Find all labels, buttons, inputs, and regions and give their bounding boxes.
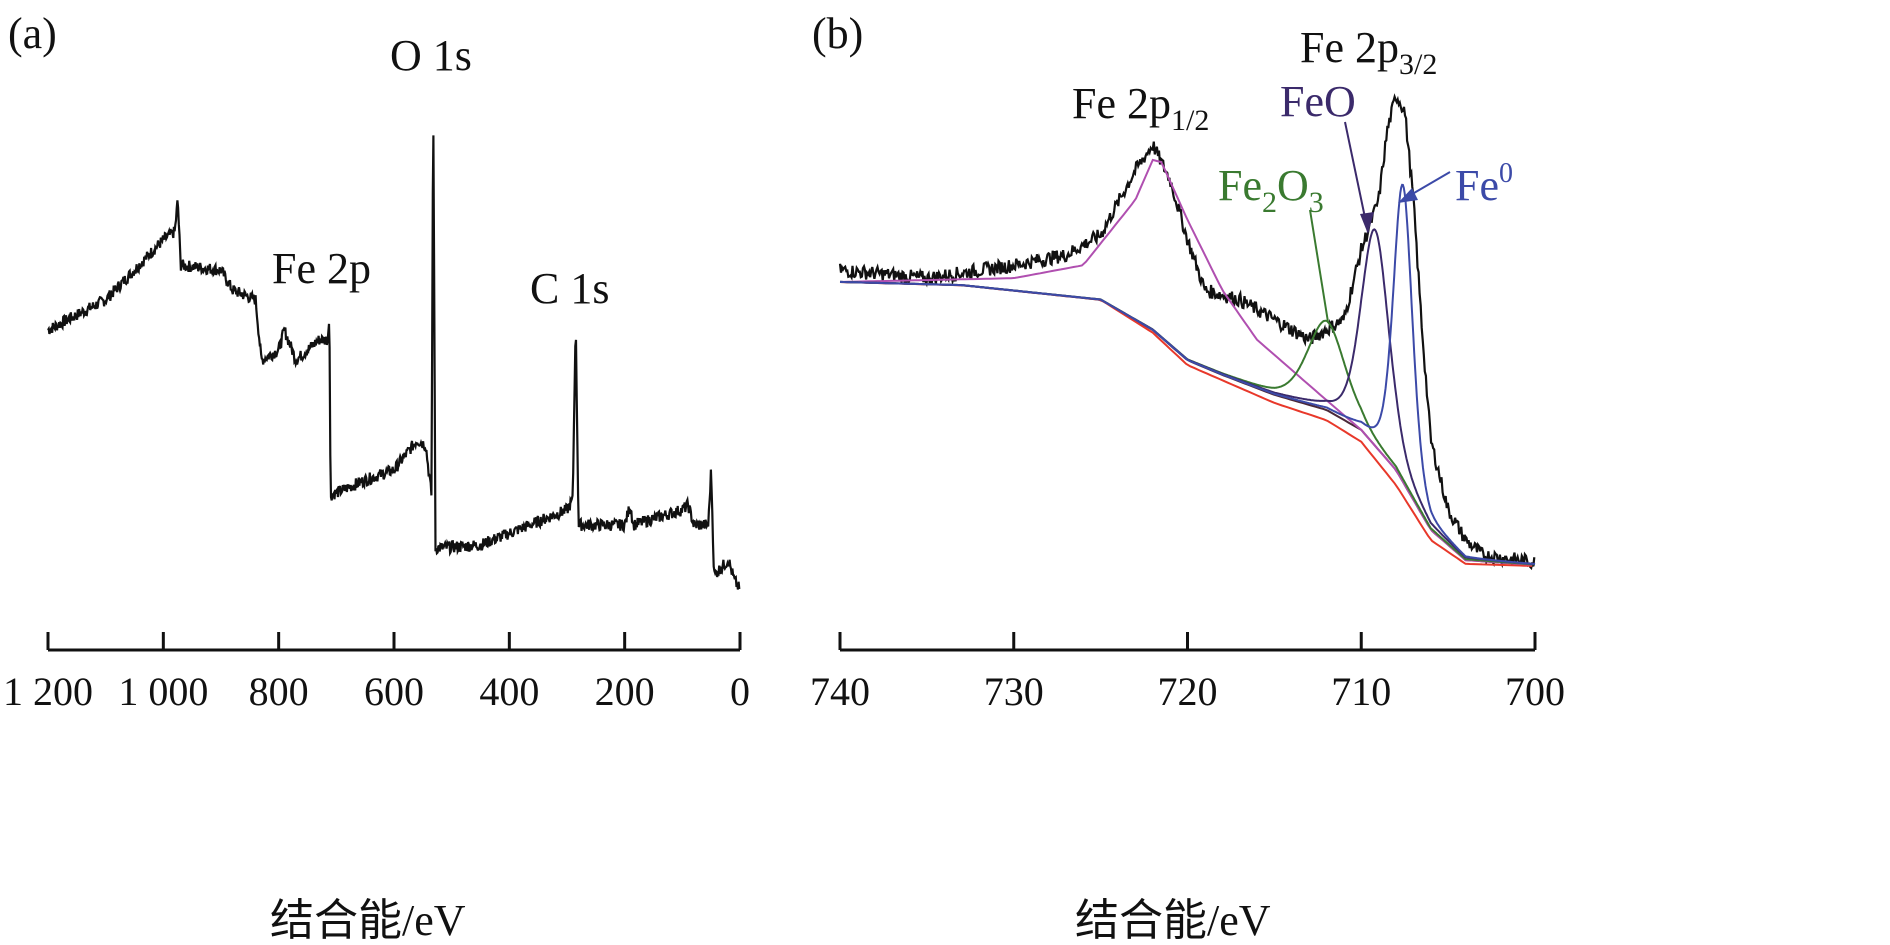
panel-b: (b) 740 730 720 710 700 Fe 2p1/2 Fe 2p3/2 Fe… (810, 9, 1565, 945)
annotation-fe2p: Fe 2p (272, 244, 371, 293)
annotation-o1s: O 1s (390, 31, 472, 80)
panel-a: (a) 1 200 1 000 800 600 400 200 0 O 1s Fe 2p C… (3, 9, 750, 945)
annotation-fe2p32: Fe 2p3/2 (1300, 23, 1437, 81)
x-tick-label: 400 (479, 669, 539, 714)
x-tick-label: 1 000 (118, 669, 208, 714)
x-tick-label: 0 (730, 669, 750, 714)
x-tick-label: 730 (984, 669, 1044, 714)
annotation-feo: FeO (1280, 77, 1356, 126)
panel-a-x-label: 结合能/eV (270, 896, 466, 945)
panel-b-label: (b) (812, 9, 863, 58)
arrowhead-feo (1360, 212, 1374, 234)
annotation-fe2p12: Fe 2p1/2 (1072, 79, 1209, 137)
annotation-fe0: Fe0 (1455, 158, 1513, 210)
x-tick-label: 600 (364, 669, 424, 714)
component-fe0 (840, 183, 1536, 566)
annotation-fe2o3: Fe2O3 (1218, 161, 1324, 219)
x-tick-label: 700 (1505, 669, 1565, 714)
series-survey (47, 135, 741, 590)
x-tick-label: 200 (595, 669, 655, 714)
panel-b-x-label: 结合能/eV (1075, 896, 1271, 945)
x-tick-label: 1 200 (3, 669, 93, 714)
series-raw (838, 93, 1536, 571)
x-tick-label: 710 (1331, 669, 1391, 714)
panel-a-label: (a) (8, 9, 57, 58)
arrowhead-fe0 (1398, 188, 1418, 203)
x-tick-label: 740 (810, 669, 870, 714)
x-tick-label: 800 (249, 669, 309, 714)
annotation-c1s: C 1s (530, 264, 609, 313)
x-tick-label: 720 (1158, 669, 1218, 714)
arrow-fe2o3 (1309, 209, 1329, 323)
